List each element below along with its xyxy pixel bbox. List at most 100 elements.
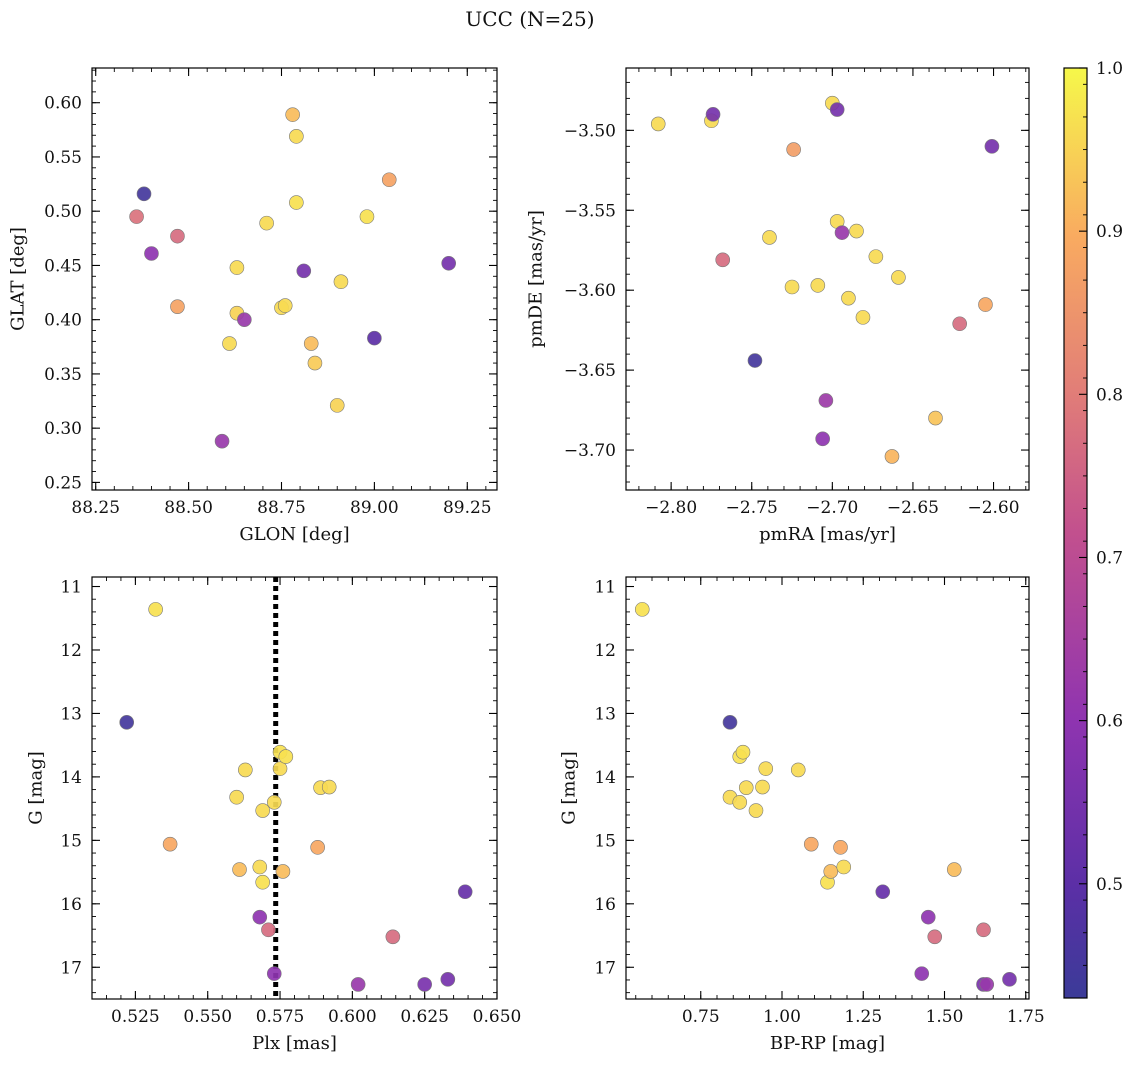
x-tick-label: 0.75 (682, 1007, 720, 1027)
data-point (144, 246, 159, 261)
y-tick-label: 0.45 (44, 256, 82, 276)
data-point (148, 602, 163, 617)
data-point (278, 749, 294, 764)
y-tick-label: 16 (60, 895, 82, 915)
data-point (927, 929, 943, 945)
y-tick-label: 0.55 (44, 148, 82, 168)
data-point (350, 977, 366, 992)
x-tick-label: 89.00 (350, 498, 399, 518)
data-point (875, 884, 891, 900)
data-point (946, 862, 962, 877)
data-point (238, 762, 253, 778)
data-point (784, 279, 800, 295)
data-point (841, 290, 856, 306)
data-point (920, 909, 936, 925)
data-point (321, 779, 337, 795)
data-point (441, 255, 456, 271)
y-tick-label: −3.50 (564, 121, 616, 141)
x-axis-label: BP-RP [mag] (770, 1033, 885, 1054)
data-point (634, 602, 650, 617)
data-point (310, 840, 325, 855)
panel-2: −2.80 −2.75 −2.70 −2.65 −2.60 −3.70 −3.65 −3.60… (526, 67, 1030, 545)
data-point (162, 836, 178, 852)
colorbar-tick-label: 0.7 (1096, 548, 1123, 568)
data-point (738, 780, 754, 795)
data-point (289, 129, 304, 144)
data-point (762, 230, 777, 245)
panel-1: 88.25 88.50 88.75 89.00 89.25 0.25 0.30 0.35 0.4… (8, 67, 498, 545)
data-point (810, 278, 826, 293)
y-tick-label: −3.55 (564, 201, 616, 221)
y-tick-label: 14 (60, 768, 82, 788)
y-tick-label: −3.65 (564, 361, 616, 381)
data-point (214, 433, 230, 449)
y-tick-label: 11 (594, 578, 616, 598)
x-axis-label: GLON [deg] (239, 524, 349, 545)
axes-frame (91, 67, 498, 491)
data-point (385, 929, 401, 945)
x-tick-label: 88.50 (164, 498, 213, 518)
colorbar-tick-label: 0.8 (1096, 385, 1123, 405)
data-point (229, 260, 245, 275)
y-tick-label: 0.50 (44, 202, 82, 222)
data-point (457, 884, 473, 900)
data-point (834, 225, 850, 240)
data-point (815, 431, 830, 447)
colorbar-tick-label: 1.0 (1096, 59, 1123, 79)
data-point (884, 449, 900, 464)
data-point (952, 316, 967, 332)
data-point (984, 139, 1000, 154)
data-point (833, 840, 848, 855)
data-point (786, 142, 801, 157)
y-tick-label: 0.35 (44, 365, 82, 385)
data-point (976, 922, 991, 938)
x-tick-label: −2.70 (806, 498, 858, 518)
axes-frame (625, 576, 1030, 1000)
x-tick-label: 0.525 (111, 1007, 160, 1027)
data-point (359, 209, 375, 224)
colorbar-tick-label: 0.6 (1096, 712, 1123, 732)
data-point (229, 789, 244, 805)
data-point (222, 336, 237, 351)
x-tick-label: −2.75 (726, 498, 778, 518)
y-tick-label: 0.40 (44, 311, 82, 331)
figure-title: UCC (N=25) (465, 7, 594, 31)
data-point (259, 215, 274, 231)
data-point (417, 977, 432, 992)
colorbar-tick-label: 0.5 (1096, 875, 1123, 895)
data-point (296, 263, 312, 279)
y-axis-label: GLAT [deg] (8, 227, 29, 331)
x-tick-label: −2.60 (967, 498, 1019, 518)
data-point (803, 836, 819, 852)
x-tick-label: 0.550 (183, 1007, 232, 1027)
data-point (170, 299, 185, 314)
panel-3: 0.525 0.550 0.575 0.600 0.625 0.650 11 12 13 14 15… (26, 576, 521, 1054)
data-point (755, 779, 770, 795)
panel-4: 0.75 1.00 1.25 1.50 1.75 11 12 13 14 15 16 17 BP-RP … (559, 576, 1045, 1054)
data-point (978, 297, 993, 312)
data-point (307, 355, 323, 371)
y-tick-label: 15 (594, 831, 616, 851)
data-point (261, 922, 276, 938)
data-point (790, 762, 806, 778)
x-axis-label: Plx [mas] (252, 1033, 337, 1054)
data-point (129, 209, 144, 224)
y-tick-label: −3.60 (564, 281, 616, 301)
colorbar-tick-label: 0.9 (1096, 222, 1123, 242)
data-point (252, 859, 268, 875)
data-point (829, 102, 845, 117)
data-point (329, 398, 345, 413)
data-point (237, 312, 252, 327)
data-point (170, 228, 185, 244)
x-tick-label: −2.65 (887, 498, 939, 518)
data-point (440, 972, 456, 987)
x-tick-label: 1.50 (926, 1007, 964, 1027)
data-point (252, 909, 268, 925)
data-point (289, 195, 304, 210)
x-tick-label: 88.25 (71, 498, 120, 518)
colorbar-gradient (1063, 67, 1088, 999)
y-tick-label: 12 (60, 641, 82, 661)
x-tick-label: 0.600 (328, 1007, 377, 1027)
x-tick-label: −2.80 (645, 498, 697, 518)
